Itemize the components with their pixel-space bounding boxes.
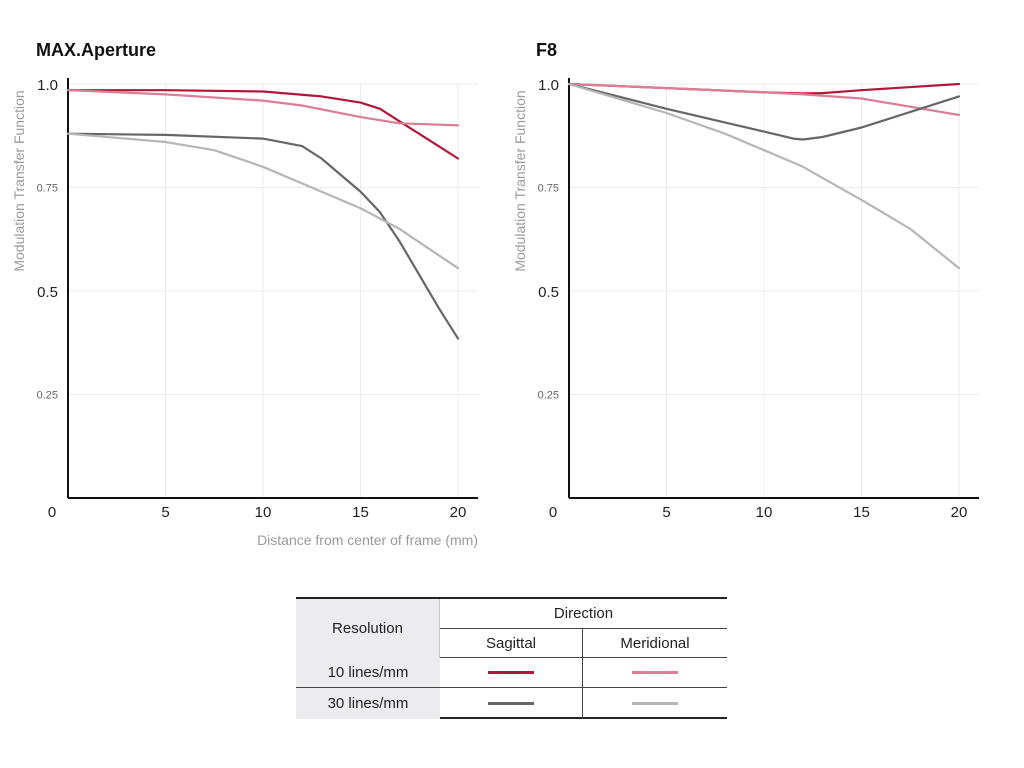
chart-title: MAX.Aperture — [36, 40, 156, 60]
resolution-header: Resolution — [332, 620, 403, 637]
chart-title: F8 — [536, 40, 557, 60]
legend-swatch-cell — [583, 688, 727, 719]
x-tick-label: 15 — [352, 504, 369, 521]
legend-row-label-cell: 10 lines/mm — [296, 658, 440, 688]
series-line-2 — [567, 82, 961, 141]
x-tick-label: 15 — [853, 504, 870, 521]
legend-swatch-cell — [583, 658, 727, 688]
x-tick-label: 20 — [951, 504, 968, 521]
direction-header-cell: Direction — [440, 599, 727, 629]
series-line-1 — [567, 82, 961, 117]
y-tick-label: 0.5 — [37, 284, 58, 301]
series-line-0 — [66, 89, 460, 160]
meridional-header-cell: Meridional — [583, 629, 727, 658]
meridional-header: Meridional — [620, 634, 690, 652]
legend-row-label-cell: 30 lines/mm — [296, 688, 440, 719]
legend-row-label: 10 lines/mm — [327, 664, 409, 681]
chart-panel-0: MAX.Aperture Modulation Transfer Function… — [11, 40, 478, 548]
legend-table: Resolution Direction Sagittal Meridional… — [296, 597, 727, 719]
legend-line-10-sagittal — [488, 671, 534, 674]
legend-line-30-meridional — [632, 702, 678, 705]
x-tick-label: 0 — [549, 504, 557, 521]
x-tick-label: 20 — [450, 504, 467, 521]
y-axis-label: Modulation Transfer Function — [512, 90, 528, 271]
x-axis-label: Distance from center of frame (mm) — [257, 532, 478, 548]
x-tick-label: 10 — [756, 504, 773, 521]
direction-header: Direction — [553, 605, 614, 622]
y-tick-label: 0.75 — [37, 183, 58, 195]
y-tick-label: 0.25 — [538, 390, 559, 402]
x-tick-label: 5 — [662, 504, 670, 521]
y-tick-label: 1.0 — [37, 77, 58, 94]
legend-line-10-meridional — [632, 671, 678, 674]
mtf-charts: MAX.Aperture Modulation Transfer Function… — [11, 40, 979, 548]
legend-swatch-cell — [440, 658, 583, 688]
y-tick-label: 0.75 — [538, 183, 559, 195]
legend-swatch-cell — [440, 688, 583, 719]
series-line-2 — [66, 132, 460, 340]
series-line-3 — [567, 82, 961, 270]
legend-row-label: 30 lines/mm — [327, 695, 409, 712]
series-line-1 — [66, 89, 460, 127]
y-tick-label: 0.5 — [538, 284, 559, 301]
series-line-3 — [66, 132, 460, 270]
chart-panel-1: F8 Modulation Transfer Function 1.0 0.75 0.5… — [512, 40, 979, 521]
x-tick-label: 10 — [255, 504, 272, 521]
legend-line-30-sagittal — [488, 702, 534, 705]
x-tick-label: 5 — [161, 504, 169, 521]
y-tick-label: 1.0 — [538, 77, 559, 94]
resolution-header-cell: Resolution — [296, 599, 440, 658]
sagittal-header-cell: Sagittal — [440, 629, 583, 658]
x-tick-label: 0 — [48, 504, 56, 521]
y-tick-label: 0.25 — [37, 390, 58, 402]
sagittal-header: Sagittal — [485, 634, 537, 652]
y-axis-label: Modulation Transfer Function — [11, 90, 27, 271]
